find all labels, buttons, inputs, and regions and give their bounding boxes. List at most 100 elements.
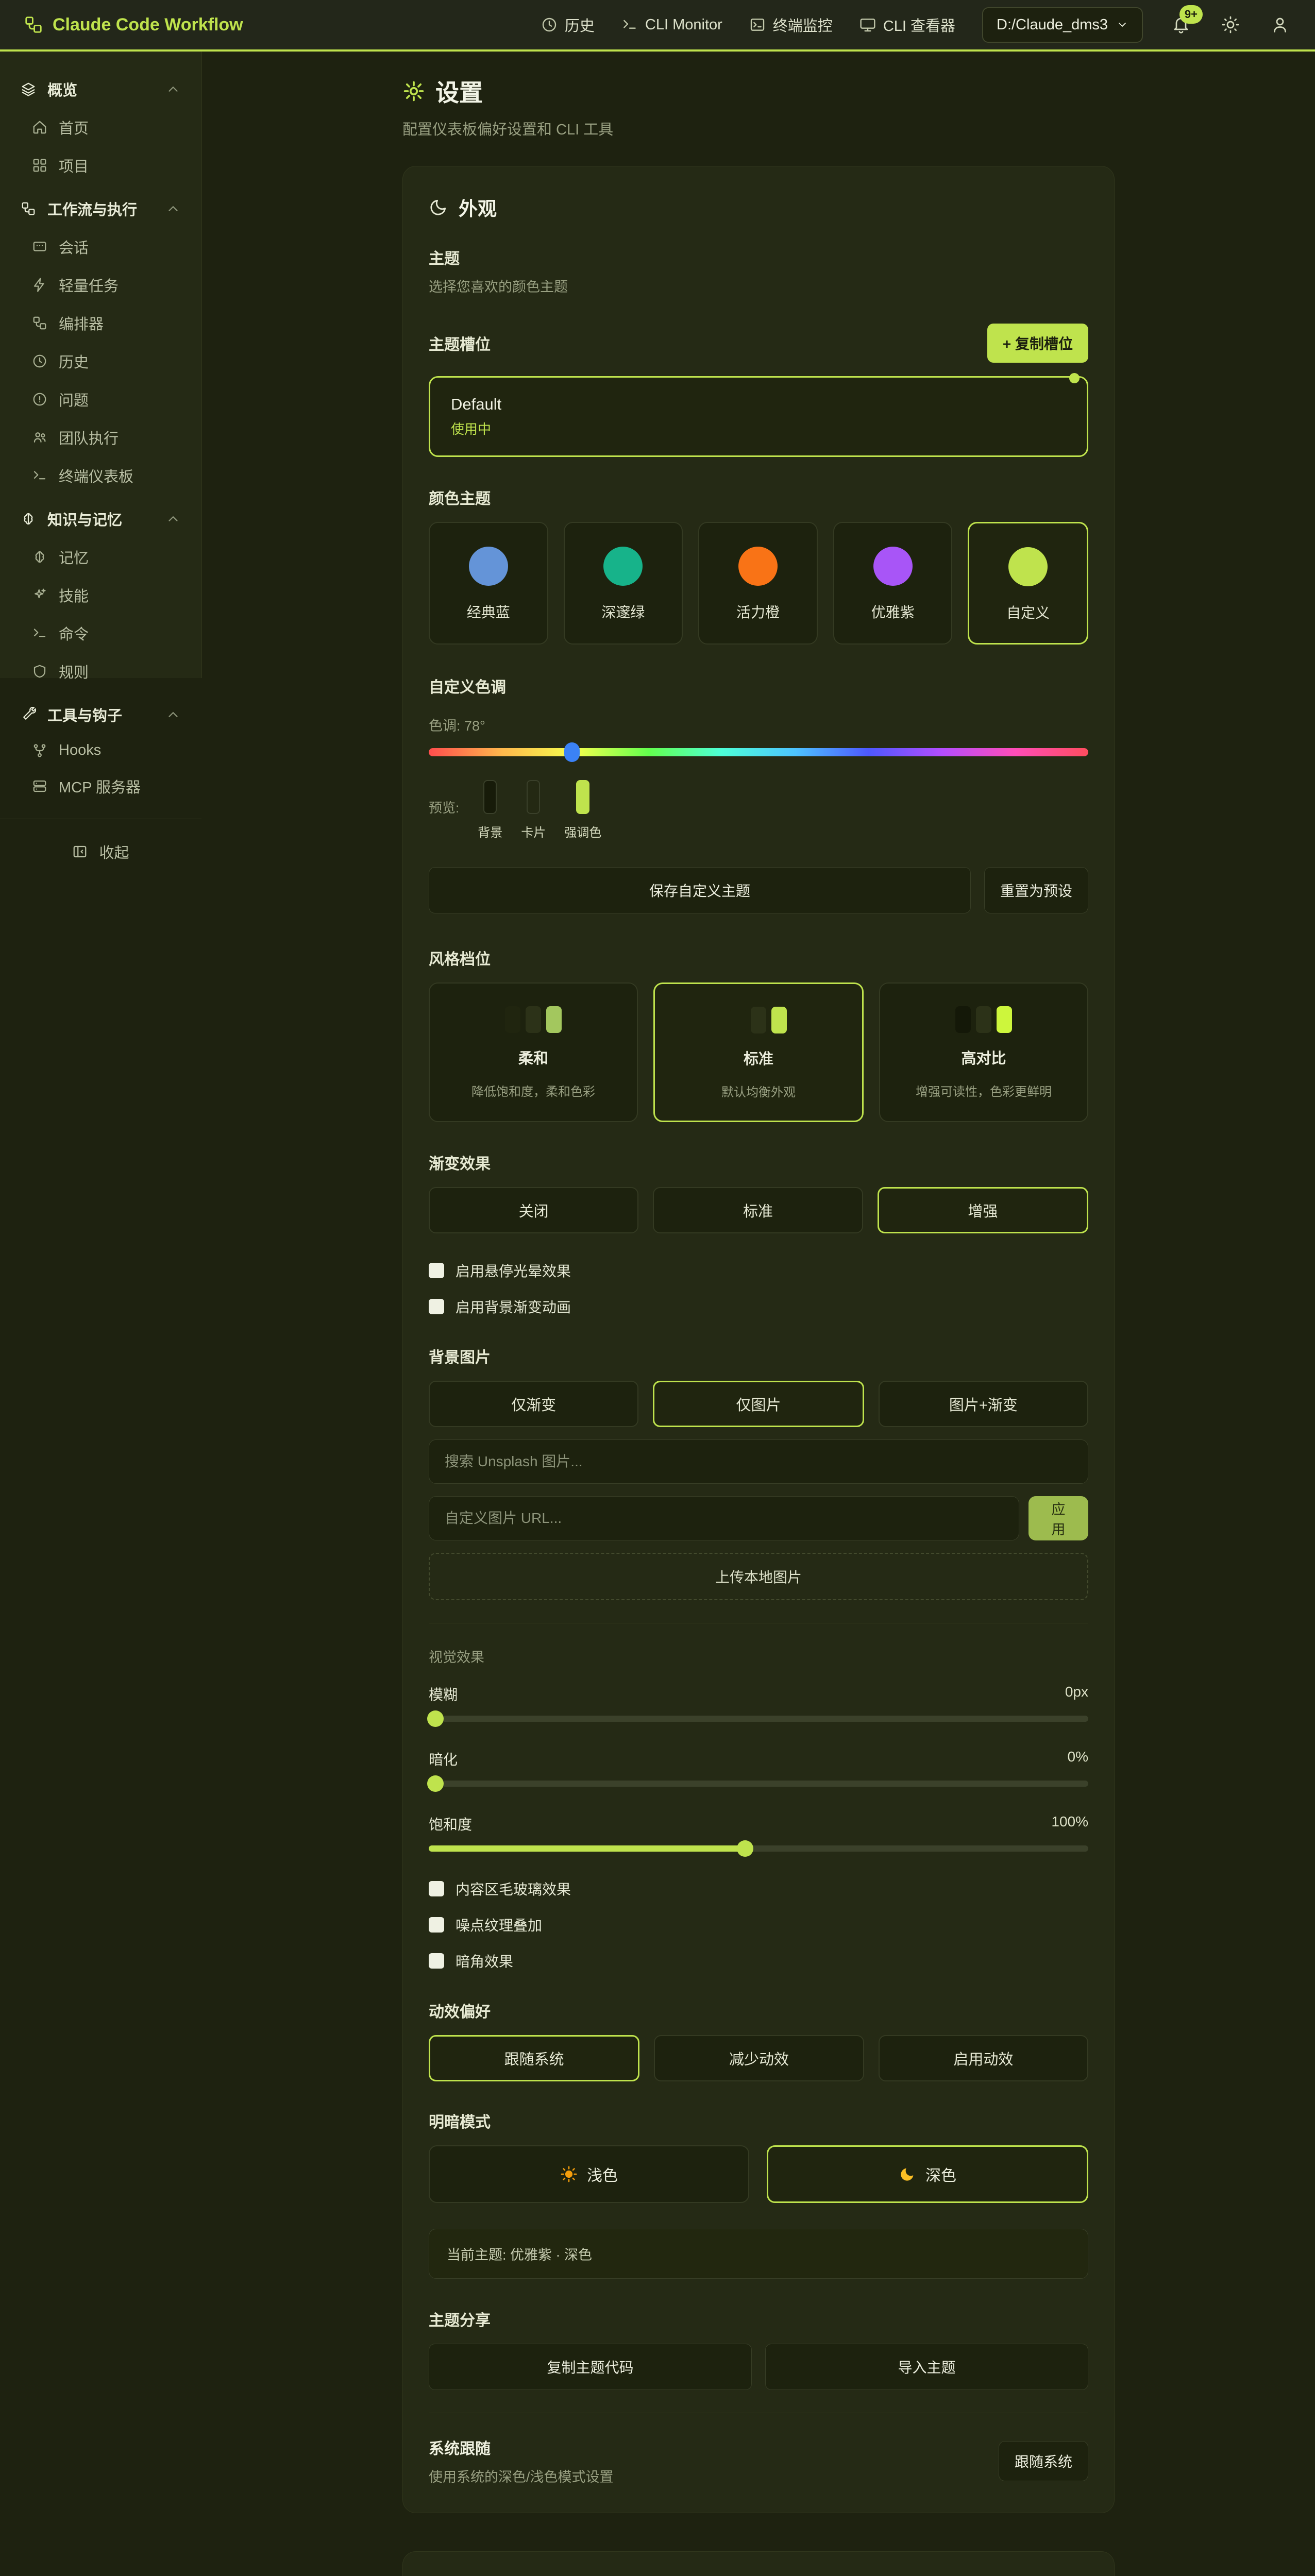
sidebar-item-label: 终端仪表板	[59, 469, 134, 485]
upload-local-image-button[interactable]: 上传本地图片	[429, 1553, 1088, 1600]
copy-slot-button[interactable]: + 复制槽位	[987, 324, 1088, 363]
sidebar-item-sessions[interactable]: 会话	[9, 228, 192, 266]
bg-anim-checkbox-row[interactable]: 启用背景渐变动画	[429, 1296, 1088, 1317]
grid-icon	[33, 159, 46, 172]
theme-slot-default[interactable]: Default 使用中	[429, 373, 1088, 457]
motion-enabled[interactable]: 启用动效	[878, 2035, 1088, 2081]
theme-preview: 预览: 背景 卡片 强调色	[429, 780, 1088, 840]
sidebar-section-label: 工作流与执行	[47, 202, 138, 218]
sidebar-item-mcp-servers[interactable]: MCP 服务器	[9, 767, 192, 805]
theme-elegant-purple[interactable]: 优雅紫	[833, 522, 953, 645]
vignette-checkbox-row[interactable]: 暗角效果	[429, 1951, 1088, 1971]
wrench-icon	[23, 707, 36, 720]
sidebar-item-projects[interactable]: 项目	[9, 146, 192, 184]
custom-image-url-input[interactable]	[429, 1496, 1019, 1540]
blur-value: 0px	[1065, 1684, 1088, 1700]
mode-dark-button[interactable]: 深色	[767, 2145, 1088, 2203]
motion-follow-system[interactable]: 跟随系统	[429, 2035, 640, 2081]
nav-cli-viewer[interactable]: CLI 查看器	[859, 14, 955, 36]
sidebar-item-team-execution[interactable]: 团队执行	[9, 418, 192, 456]
mode-light-button[interactable]: 浅色	[429, 2145, 749, 2203]
sidebar-item-label: 团队执行	[59, 431, 119, 447]
sidebar-item-hooks[interactable]: Hooks	[9, 734, 192, 767]
nav-cli-monitor[interactable]: CLI Monitor	[621, 16, 722, 33]
sidebar-item-terminal-dashboard[interactable]: 终端仪表板	[9, 456, 192, 495]
blur-slider-thumb[interactable]	[427, 1710, 444, 1727]
saturation-slider-thumb[interactable]	[737, 1840, 754, 1857]
sidebar-collapse[interactable]: 收起	[0, 819, 201, 884]
nav-history[interactable]: 历史	[541, 14, 595, 36]
sidebar-item-home[interactable]: 首页	[9, 108, 192, 146]
theme-vivid-orange[interactable]: 活力橙	[698, 522, 818, 645]
workflow-logo-icon	[25, 16, 42, 33]
bg-image-gradient[interactable]: 图片+渐变	[878, 1381, 1088, 1427]
sidebar-item-issues[interactable]: 问题	[9, 380, 192, 418]
theme-color-dot	[468, 547, 508, 586]
save-custom-theme-button[interactable]: 保存自定义主题	[429, 867, 971, 913]
theme-toggle-button[interactable]	[1219, 13, 1242, 36]
follow-system-button[interactable]: 跟随系统	[998, 2441, 1088, 2481]
reset-to-preset-button[interactable]: 重置为预设	[984, 867, 1088, 913]
sidebar-item-light-tasks[interactable]: 轻量任务	[9, 266, 192, 304]
sidebar-item-commands[interactable]: 命令	[9, 614, 192, 652]
preview-accent-swatch	[576, 780, 590, 814]
bg-image-only[interactable]: 仅图片	[653, 1381, 864, 1427]
noise-checkbox-row[interactable]: 噪点纹理叠加	[429, 1914, 1088, 1935]
project-name: D:/Claude_dms3	[997, 16, 1108, 33]
nav-terminal-watch[interactable]: 终端监控	[749, 14, 833, 36]
sidebar-section-overview[interactable]: 概览	[9, 70, 192, 108]
blur-slider[interactable]	[427, 1710, 1088, 1727]
glass-label: 内容区毛玻璃效果	[456, 1882, 571, 1897]
vignette-checkbox[interactable]	[429, 1953, 444, 1969]
motion-reduced[interactable]: 减少动效	[654, 2035, 864, 2081]
style-soft[interactable]: 柔和 降低饱和度，柔和色彩	[429, 982, 638, 1122]
sidebar-section-workflow[interactable]: 工作流与执行	[9, 190, 192, 228]
saturation-slider-block: 饱和度 100%	[429, 1814, 1088, 1857]
theme-custom[interactable]: 自定义	[968, 522, 1088, 645]
gradient-off[interactable]: 关闭	[429, 1187, 639, 1233]
hover-glow-checkbox-row[interactable]: 启用悬停光晕效果	[429, 1260, 1088, 1281]
bg-gradient-only[interactable]: 仅渐变	[429, 1381, 639, 1427]
style-standard[interactable]: 标准 默认均衡外观	[653, 982, 864, 1122]
saturation-slider[interactable]	[429, 1840, 1088, 1857]
import-theme-button[interactable]: 导入主题	[765, 2344, 1088, 2390]
darken-slider-thumb[interactable]	[427, 1775, 444, 1792]
terminal-square-icon	[750, 19, 764, 31]
swatch-label: 背景	[478, 826, 503, 840]
theme-classic-blue[interactable]: 经典蓝	[429, 522, 548, 645]
apply-url-button[interactable]: 应用	[1028, 1496, 1088, 1540]
clock-icon	[33, 354, 46, 368]
sidebar-item-orchestrator[interactable]: 编排器	[9, 304, 192, 342]
style-high-contrast[interactable]: 高对比 增强可读性，色彩更鲜明	[879, 982, 1088, 1122]
sidebar-section-tools[interactable]: 工具与钩子	[9, 696, 192, 734]
unsplash-search-input[interactable]	[429, 1439, 1088, 1484]
hover-glow-checkbox[interactable]	[429, 1263, 444, 1278]
glass-checkbox[interactable]	[429, 1881, 444, 1896]
sidebar-item-history[interactable]: 历史	[9, 342, 192, 380]
user-menu-button[interactable]	[1269, 13, 1291, 36]
hue-slider-thumb[interactable]	[564, 742, 580, 762]
bg-image-label: 背景图片	[429, 1349, 491, 1366]
noise-checkbox[interactable]	[429, 1917, 444, 1933]
chevron-up-icon	[168, 206, 178, 211]
bg-anim-checkbox[interactable]	[429, 1299, 444, 1314]
theme-label: 主题	[429, 250, 460, 267]
darken-slider[interactable]	[427, 1775, 1088, 1792]
sidebar-item-rules[interactable]: 规则	[9, 652, 192, 690]
glass-checkbox-row[interactable]: 内容区毛玻璃效果	[429, 1878, 1088, 1899]
project-selector[interactable]: D:/Claude_dms3	[982, 7, 1143, 43]
sidebar-section-knowledge[interactable]: 知识与记忆	[9, 500, 192, 538]
hue-value: 色调: 78°	[429, 718, 485, 734]
theme-deep-green[interactable]: 深邃绿	[563, 522, 683, 645]
sidebar-item-label: 规则	[59, 665, 89, 681]
swatch-label: 卡片	[521, 826, 546, 840]
hue-slider[interactable]	[429, 742, 1088, 762]
theme-name: 优雅紫	[871, 604, 915, 620]
notifications-button[interactable]: 9+	[1170, 5, 1203, 36]
sidebar-item-memory[interactable]: 记忆	[9, 538, 192, 576]
copy-theme-code-button[interactable]: 复制主题代码	[429, 2344, 752, 2390]
collapse-button[interactable]: 收起	[61, 833, 140, 871]
sidebar-item-skills[interactable]: 技能	[9, 576, 192, 614]
gradient-enhanced[interactable]: 增强	[877, 1187, 1088, 1233]
gradient-standard[interactable]: 标准	[653, 1187, 863, 1233]
